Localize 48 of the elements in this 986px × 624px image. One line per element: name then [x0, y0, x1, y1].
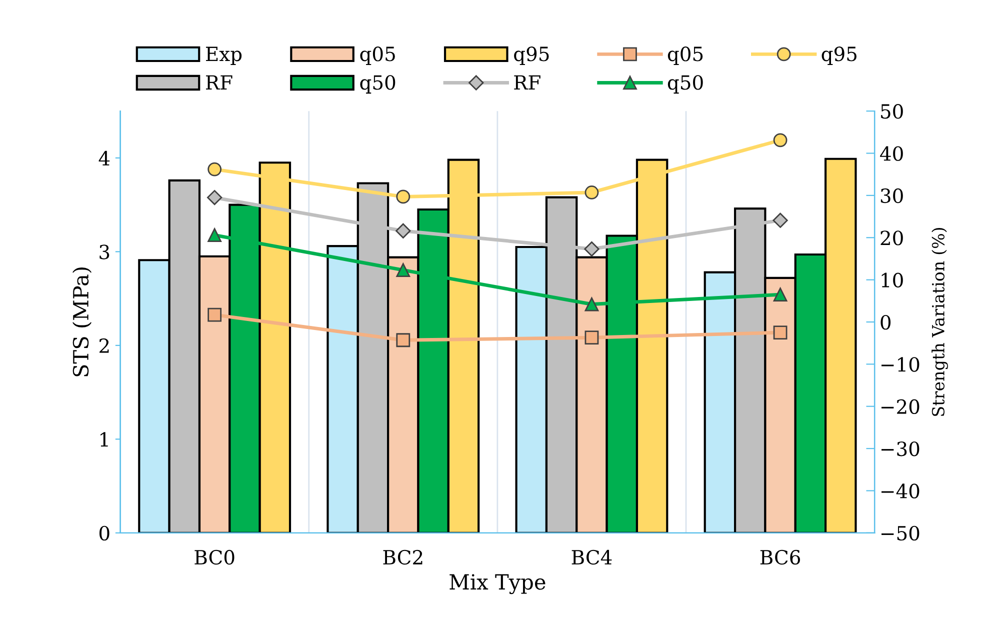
legend-label: q50	[668, 75, 703, 94]
y2-tick-label: −20	[882, 399, 920, 414]
y-tick-label: 2	[100, 338, 109, 353]
x-tick-label: BC2	[383, 550, 422, 565]
y2-tick-label: −40	[882, 484, 920, 498]
y-axis-title: STS (MPa)	[72, 268, 92, 376]
legend-label: q05	[668, 46, 703, 66]
point	[773, 326, 788, 340]
legend-label: q95	[822, 46, 856, 66]
x-tick-label: BC0	[194, 550, 234, 565]
point	[584, 297, 599, 312]
point	[396, 263, 410, 278]
point	[208, 162, 222, 176]
x-axis-title: Mix Type	[450, 574, 546, 594]
y2-tick-label: 20	[880, 230, 903, 246]
legend-label: RF	[206, 75, 232, 90]
point	[773, 133, 788, 148]
point	[396, 333, 410, 348]
y2-axis-title: Strength Variation (%)	[932, 228, 948, 416]
x-tick-label: BC6	[760, 550, 800, 565]
y2-tick-label: 30	[880, 188, 903, 204]
point	[207, 190, 222, 206]
y2-tick-label: 10	[882, 272, 903, 288]
y2-tick-label: −10	[882, 357, 920, 372]
point	[584, 186, 599, 200]
point	[208, 308, 222, 322]
y-tick-label: 3	[100, 244, 110, 260]
legend-label: RF	[514, 75, 540, 90]
y2-tick-label: −50	[882, 526, 920, 541]
y2-tick-label: 40	[880, 146, 903, 161]
x-tick-label: BC4	[572, 550, 612, 565]
y-tick-label: 1	[100, 432, 108, 447]
y-tick-label: 4	[98, 150, 110, 166]
legend-label: q95	[514, 46, 549, 66]
y-tick-label: 0	[99, 526, 110, 541]
y2-tick-label: 0	[880, 314, 891, 330]
legend-label: q50	[360, 75, 396, 94]
legend-label: q05	[360, 46, 395, 66]
point	[584, 241, 600, 257]
point	[396, 190, 410, 204]
point	[773, 288, 788, 302]
y2-tick-label: −30	[882, 441, 920, 456]
y2-tick-label: 50	[881, 104, 903, 119]
legend-label: Exp	[206, 46, 242, 66]
point	[772, 212, 788, 228]
point	[208, 228, 222, 242]
point	[396, 223, 411, 238]
point	[584, 330, 599, 345]
